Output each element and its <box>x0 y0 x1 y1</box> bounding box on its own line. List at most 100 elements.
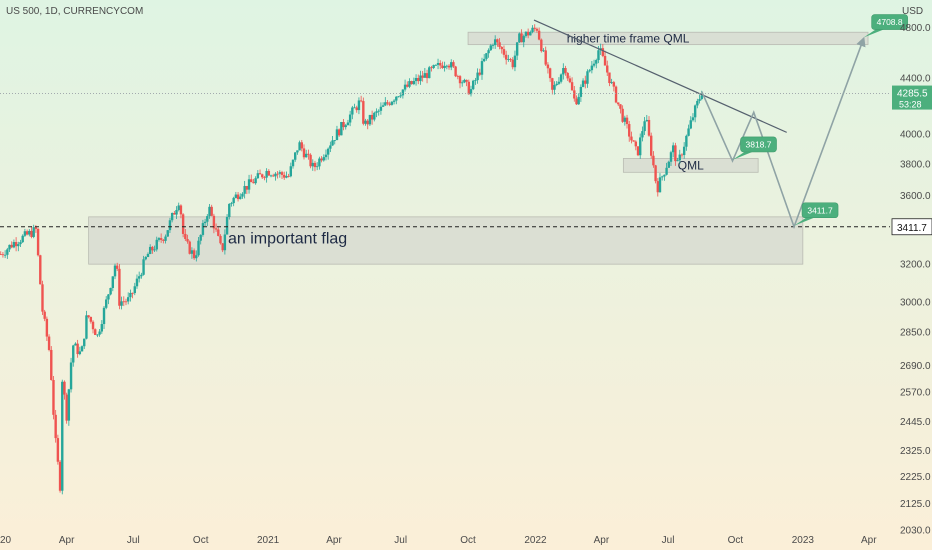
y-tick-label: 3200.0 <box>900 260 931 271</box>
candle-body <box>658 177 662 193</box>
candle-body <box>482 58 486 62</box>
candle-body <box>408 81 411 87</box>
candle-body <box>381 105 385 107</box>
candle-body <box>368 114 372 125</box>
candle-body <box>641 131 644 138</box>
candle-body <box>399 95 402 97</box>
candle-body <box>533 27 536 29</box>
candle-body <box>122 301 125 303</box>
candle-body <box>326 148 330 155</box>
candle-body <box>247 179 251 190</box>
candle-body <box>45 318 49 337</box>
candle-body <box>186 238 189 242</box>
candle-body <box>520 33 523 43</box>
candle-body <box>351 107 354 115</box>
candle-body <box>608 72 611 84</box>
candle-body <box>34 227 38 229</box>
candle-body <box>447 65 451 68</box>
candle-body <box>570 82 574 91</box>
candle-body <box>687 128 690 136</box>
candle-body <box>294 152 297 160</box>
candle-body <box>80 346 84 352</box>
candle-body <box>58 461 62 491</box>
candle-body <box>421 75 424 78</box>
candle-body <box>203 221 207 224</box>
x-tick-label: Oct <box>460 535 476 546</box>
candle-body <box>135 278 139 287</box>
last-price-tag <box>892 85 932 110</box>
candle-body <box>566 72 569 79</box>
candle-body <box>74 343 77 346</box>
candle-body <box>52 379 55 415</box>
candle-body <box>355 107 358 111</box>
candle-body <box>63 381 66 395</box>
candle-body <box>647 119 651 136</box>
candle-body <box>445 65 449 67</box>
candle-body <box>6 249 9 255</box>
candle-body <box>289 166 293 177</box>
candle-body <box>531 27 534 32</box>
candle-body <box>67 389 71 421</box>
candle-body <box>261 174 264 178</box>
candle-body <box>116 265 119 269</box>
candle-body <box>639 137 642 156</box>
candle-body <box>377 110 380 112</box>
candle-body <box>553 85 556 90</box>
x-tick-label: Jul <box>394 535 407 546</box>
zone-label: an important flag <box>228 231 347 248</box>
candle-body <box>113 265 117 277</box>
candle-body <box>179 205 183 215</box>
candle-body <box>324 154 328 158</box>
candle-body <box>17 244 20 247</box>
candle-body <box>507 59 510 60</box>
candle-body <box>210 206 213 216</box>
candle-body <box>557 81 561 84</box>
candle-body <box>129 292 132 298</box>
candle-body <box>612 82 616 87</box>
candle-body <box>603 55 607 66</box>
candle-body <box>157 238 161 240</box>
candle-body <box>23 231 27 236</box>
candle-body <box>467 81 471 95</box>
candle-body <box>133 286 136 294</box>
candle-body <box>441 65 444 69</box>
candle-body <box>463 79 466 83</box>
candle-body <box>102 307 106 325</box>
candle-body <box>357 100 361 111</box>
candle-body <box>120 301 123 306</box>
candle-body <box>337 129 341 136</box>
support-level-value: 3411.7 <box>897 223 927 234</box>
candle-body <box>188 241 191 254</box>
candle-body <box>177 205 180 210</box>
candle-body <box>234 194 238 198</box>
candle-body <box>362 101 365 124</box>
candle-body <box>414 77 418 82</box>
candle-body <box>109 288 112 295</box>
candle-body <box>663 174 666 177</box>
x-tick-label: Jul <box>662 535 675 546</box>
candle-body <box>236 194 240 200</box>
candle-body <box>291 159 295 167</box>
candle-body <box>417 77 420 82</box>
candle-body <box>493 39 497 46</box>
candle-body <box>568 78 572 83</box>
candle-body <box>634 141 638 147</box>
candle-body <box>254 178 257 184</box>
candle-body <box>458 76 462 84</box>
candle-body <box>665 167 668 175</box>
candle-body <box>643 121 646 132</box>
candle-body <box>614 86 618 103</box>
candle-body <box>315 166 319 168</box>
candle-body <box>313 162 317 168</box>
candle-body <box>428 67 431 79</box>
candle-body <box>450 62 453 68</box>
y-tick-label: 4400.0 <box>900 74 931 85</box>
candle-body <box>298 142 301 151</box>
projection-path <box>701 36 866 230</box>
candle-body <box>346 122 350 126</box>
candle-body <box>617 102 620 105</box>
candle-body <box>166 230 169 237</box>
candle-body <box>366 120 369 125</box>
candle-body <box>274 173 277 177</box>
